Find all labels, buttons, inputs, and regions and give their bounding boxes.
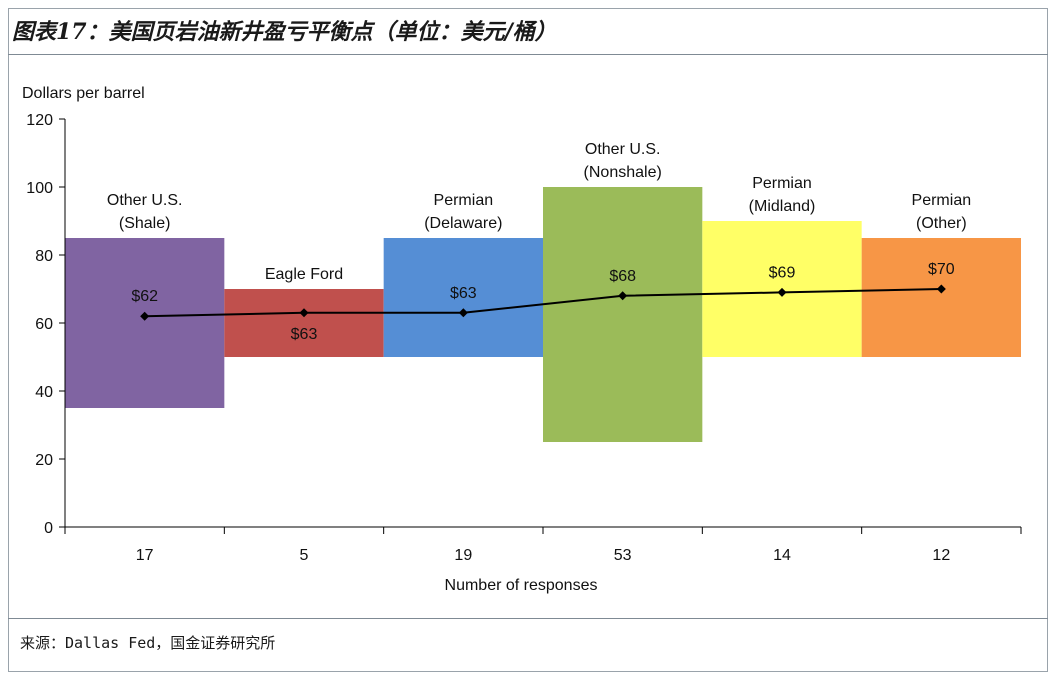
y-axis-title: Dollars per barrel <box>22 85 145 102</box>
region-label: Other U.S. <box>585 141 661 158</box>
y-tick-label: 120 <box>26 112 53 129</box>
x-tick-label: 12 <box>932 547 950 564</box>
breakeven-point <box>458 308 468 318</box>
range-bar <box>543 187 703 442</box>
x-tick-label: 53 <box>614 547 632 564</box>
breakeven-point <box>936 284 946 294</box>
y-tick-label: 100 <box>26 180 53 197</box>
axes-layer: 0 20 40 60 80 100 120 17 5 19 53 14 12 <box>26 112 1022 564</box>
source-divider <box>8 618 1048 619</box>
source-note: 来源：Dallas Fed，国金证券研究所 <box>20 634 276 652</box>
x-tick-label: 17 <box>136 547 154 564</box>
region-label: (Delaware) <box>424 215 502 232</box>
x-tick-label: 19 <box>454 547 472 564</box>
breakeven-point <box>299 308 309 318</box>
region-label: (Other) <box>916 215 967 232</box>
y-tick-label: 60 <box>35 316 53 333</box>
title-divider <box>8 54 1048 55</box>
x-tick-label: 5 <box>300 547 309 564</box>
y-tick-label: 80 <box>35 248 53 265</box>
breakeven-point <box>618 291 628 301</box>
value-label: $63 <box>450 285 477 302</box>
value-label: $63 <box>291 326 318 343</box>
breakeven-chart: Dollars per barrel Number of responses 0… <box>22 85 1022 594</box>
region-label: Other U.S. <box>107 192 183 209</box>
value-label: $68 <box>609 268 636 285</box>
x-axis-title: Number of responses <box>445 577 598 594</box>
region-label: (Shale) <box>119 215 171 232</box>
region-label: Permian <box>912 192 972 209</box>
bar-layer <box>65 187 1021 442</box>
y-tick-label: 20 <box>35 452 53 469</box>
breakeven-point <box>777 287 787 297</box>
value-label: $62 <box>131 288 158 305</box>
x-tick-label: 14 <box>773 547 791 564</box>
region-label: Permian <box>752 175 812 192</box>
breakeven-line <box>144 288 942 318</box>
figure-frame <box>8 8 1048 672</box>
breakeven-point <box>140 311 150 321</box>
breakeven-line-layer <box>140 284 946 321</box>
y-tick-label: 40 <box>35 384 53 401</box>
region-label: (Nonshale) <box>584 164 662 181</box>
value-label: $69 <box>769 264 796 281</box>
label-layer: Other U.S. (Shale) $62 Eagle Ford $63 Permian… <box>107 141 971 343</box>
value-label: $70 <box>928 261 955 278</box>
range-bar <box>383 238 543 357</box>
range-bar <box>861 238 1021 357</box>
region-label: (Midland) <box>749 198 816 215</box>
range-bar <box>65 238 225 408</box>
y-tick-label: 0 <box>44 520 53 537</box>
figure-title: 图表17：美国页岩油新井盈亏平衡点（单位：美元/桶） <box>12 19 557 45</box>
region-label: Permian <box>434 192 494 209</box>
range-bar <box>224 289 384 357</box>
region-label: Eagle Ford <box>265 266 343 283</box>
